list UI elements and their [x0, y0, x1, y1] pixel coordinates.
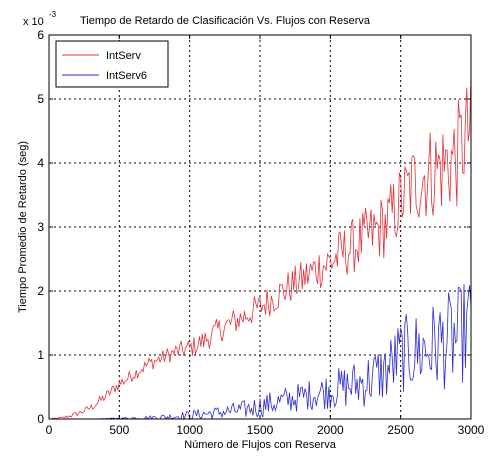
x-tick-label: 1000: [176, 423, 203, 437]
y-tick-label: 4: [37, 156, 44, 170]
legend: IntServ IntServ6: [55, 40, 169, 88]
legend-label-intserv: IntServ: [106, 50, 141, 62]
grid: [49, 35, 471, 419]
x-tick-label: 2000: [317, 423, 344, 437]
x-tick-label: 1500: [247, 423, 274, 437]
x-tick-label: 3000: [458, 423, 485, 437]
legend-label-intserv6: IntServ6: [106, 70, 147, 82]
y-axis-label: Tiempo Promedio de Retardo (seg): [17, 141, 29, 313]
chart-title: Tiempo de Retardo de Clasificación Vs. F…: [80, 15, 371, 27]
x-tick-label: 500: [109, 423, 129, 437]
y-tick-label: 1: [37, 348, 44, 362]
series-line-intserv: [48, 73, 472, 420]
y-tick-label: 3: [37, 220, 44, 234]
y-exponent-power: -3: [49, 10, 57, 19]
y-tick-label: 0: [37, 412, 44, 426]
x-tick-label: 2500: [387, 423, 414, 437]
x-tick-label: 0: [46, 423, 53, 437]
y-exponent-base: x 10: [23, 16, 44, 28]
legend-box: [55, 40, 169, 88]
tick-group: 0 500 1000 1500 2000 2500 3000 0 1 2 3 4 5 6: [37, 28, 484, 437]
y-tick-label: 6: [37, 28, 44, 42]
x-axis-label: Número de Flujos con Reserva: [184, 439, 337, 451]
y-tick-label: 2: [37, 284, 44, 298]
y-tick-label: 5: [37, 92, 44, 106]
